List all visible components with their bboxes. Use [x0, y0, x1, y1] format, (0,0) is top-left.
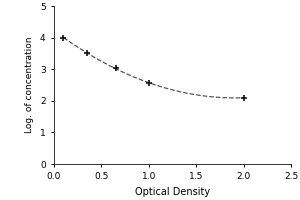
X-axis label: Optical Density: Optical Density [135, 187, 210, 197]
Y-axis label: Log. of concentration: Log. of concentration [26, 37, 34, 133]
